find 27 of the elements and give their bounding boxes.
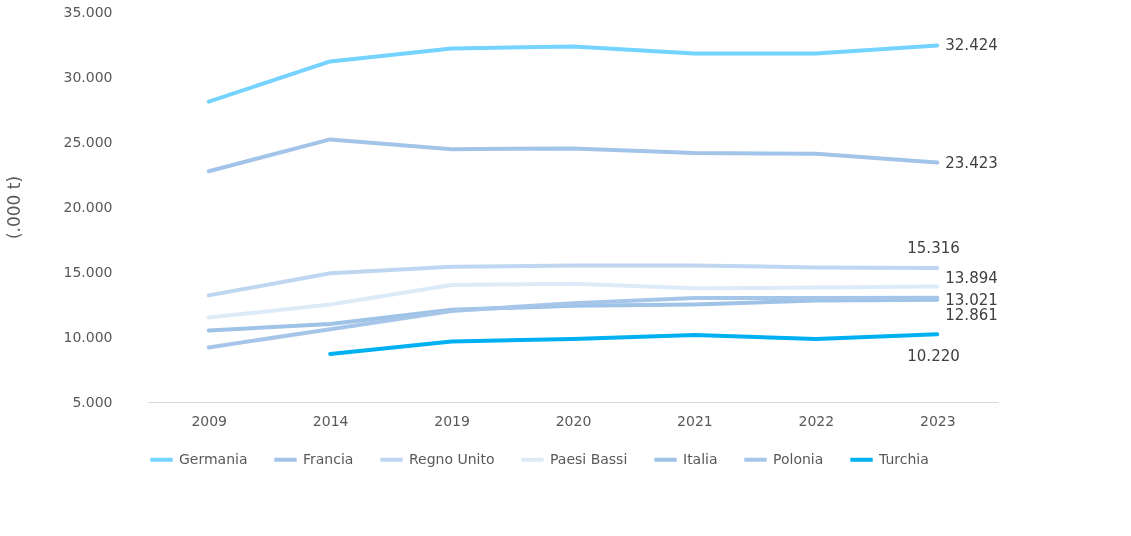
y-tick-label: 5.000 <box>72 393 113 410</box>
legend-label: Italia <box>683 450 718 467</box>
legend-label: Germania <box>179 450 248 467</box>
x-tick-label: 2023 <box>919 412 956 429</box>
legend-label: Turchia <box>878 450 929 467</box>
legend-label: Paesi Bassi <box>550 450 628 467</box>
y-tick-label: 35.000 <box>63 3 113 20</box>
y-axis-title: (.000 t) <box>3 175 24 240</box>
y-tick-label: 10.000 <box>63 328 113 345</box>
x-tick-label: 2009 <box>191 412 228 429</box>
data-label: 32.424 <box>945 36 998 55</box>
x-tick-label: 2014 <box>312 412 349 429</box>
x-tick-label: 2021 <box>677 412 713 429</box>
y-tick-label: 30.000 <box>63 68 113 85</box>
legend-label: Polonia <box>773 450 824 467</box>
data-label: 15.316 <box>907 238 960 257</box>
y-tick-label: 20.000 <box>63 198 113 215</box>
y-tick-label: 15.000 <box>63 263 113 280</box>
y-tick-label: 25.000 <box>63 133 113 150</box>
data-label: 13.894 <box>945 269 998 288</box>
legend-label: Francia <box>303 450 354 467</box>
x-tick-label: 2022 <box>798 412 835 429</box>
x-tick-label: 2019 <box>434 412 470 429</box>
x-tick-label: 2020 <box>555 412 592 429</box>
data-label: 10.220 <box>907 347 960 366</box>
legend-label: Regno Unito <box>409 450 495 467</box>
data-label: 23.423 <box>945 153 998 172</box>
